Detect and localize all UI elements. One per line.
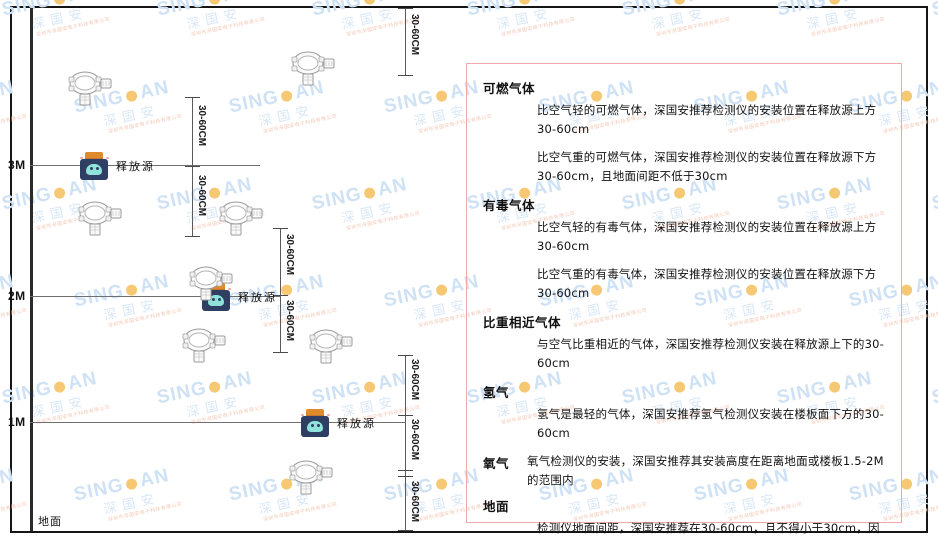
panel-section: 地面检测仪地面间距，深国安推荐在30-60cm，且不得小于30cm，因为过低容易… [481,496,889,541]
level-line-2m [30,296,205,297]
level-line-3m [30,165,260,166]
panel-section: 氧气 氧气检测仪的安装，深国安推荐其安装高度在距离地面或楼板1.5-2M的范围内 [483,452,889,490]
info-panel: 可燃气体 比空气轻的可燃气体，深国安推荐检测仪的安装位置在释放源上方30-60cm… [466,63,902,541]
release-source-label: 释放源 [238,291,277,304]
watermark-dot-icon [208,0,222,6]
gas-detector-icon [303,324,359,370]
dimension-label: 30-60CM [284,300,295,342]
panel-section-title: 有毒气体 [483,197,536,213]
gas-detector-icon [62,66,118,112]
release-source-icon [78,150,110,182]
panel-section-text: 氢气是最轻的气体，深国安推荐氢气检测仪安装在楼板面下方的30-60cm [537,406,884,440]
panel-section-text: 比空气重的有毒气体，深国安推荐检测仪的安装位置在释放源下方30-60cm [537,266,877,300]
leader-line-1m [325,422,406,423]
dimension-label: 30-60CM [409,481,420,523]
panel-section-text: 比空气轻的有毒气体，深国安推荐检测仪的安装位置在释放源上方30-60cm [537,219,877,253]
gas-detector-icon [283,455,339,501]
panel-section-text: 与空气比重相近的气体，深国安推荐检测仪安装在释放源上下的30-60cm [537,336,884,370]
vertical-axis [30,8,33,531]
watermark-dot-icon [828,0,842,6]
gas-detector-icon [213,196,269,242]
panel-section: 可燃气体 比空气轻的可燃气体，深国安推荐检测仪的安装位置在释放源上方30-60cm… [481,78,889,186]
gas-detector-icon [183,261,239,307]
dimension-label: 30-60CM [409,14,420,56]
release-source-label: 释放源 [337,417,376,430]
level-line-1m [30,422,325,423]
level-label-2m: 2M [8,289,26,303]
dimension-label: 30-60CM [196,105,207,147]
panel-section-title: 氢气 [483,384,510,400]
watermark-dot-icon [518,0,532,6]
panel-section: 氢气氢气是最轻的气体，深国安推荐氢气检测仪安装在楼板面下方的30-60cm [481,382,889,443]
panel-section: 比重相近气体与空气比重相近的气体，深国安推荐检测仪安装在释放源上下的30-60c… [481,312,889,373]
panel-section-title: 可燃气体 [483,81,536,96]
release-source-label: 释放源 [116,160,155,173]
panel-section-title: 比重相近气体 [483,314,562,330]
watermark-dot-icon [673,0,687,6]
dimension-label: 30-60CM [196,175,207,217]
watermark-dot-icon [53,0,67,6]
level-label-3m: 3M [8,158,26,172]
panel-section-text: 比空气轻的可燃气体，深国安推荐检测仪的安装位置在释放源上方30-60cm [537,103,877,136]
panel-section-text: 检测仪地面间距，深国安推荐在30-60cm，且不得小于30cm，因为过低容易水溅… [537,520,880,541]
dimension-label: 30-60CM [284,234,295,276]
dimension-label: 30-60CM [409,359,420,401]
dimension-label: 30-60CM [409,419,420,461]
gas-detector-icon [176,323,232,369]
panel-section-text: 氧气检测仪的安装，深国安推荐其安装高度在距离地面或楼板1.5-2M的范围内 [527,453,884,487]
panel-section-title: 氧气 [483,455,510,471]
outer-frame [10,6,928,533]
watermark-dot-icon [363,0,377,6]
ground-label: 地面 [38,515,62,528]
panel-section-title: 地面 [483,498,510,514]
gas-detector-icon [72,196,128,242]
panel-section: 有毒气体 比空气轻的有毒气体，深国安推荐检测仪的安装位置在释放源上方30-60cm… [481,195,889,303]
release-source-icon [299,407,331,439]
gas-detector-icon [285,46,341,92]
panel-section-text: 比空气重的可燃气体，深国安推荐检测仪的安装位置在释放源下方30-60cm，且地面… [537,149,877,183]
leader-line-2m [205,296,281,297]
level-label-1m: 1M [8,415,26,429]
